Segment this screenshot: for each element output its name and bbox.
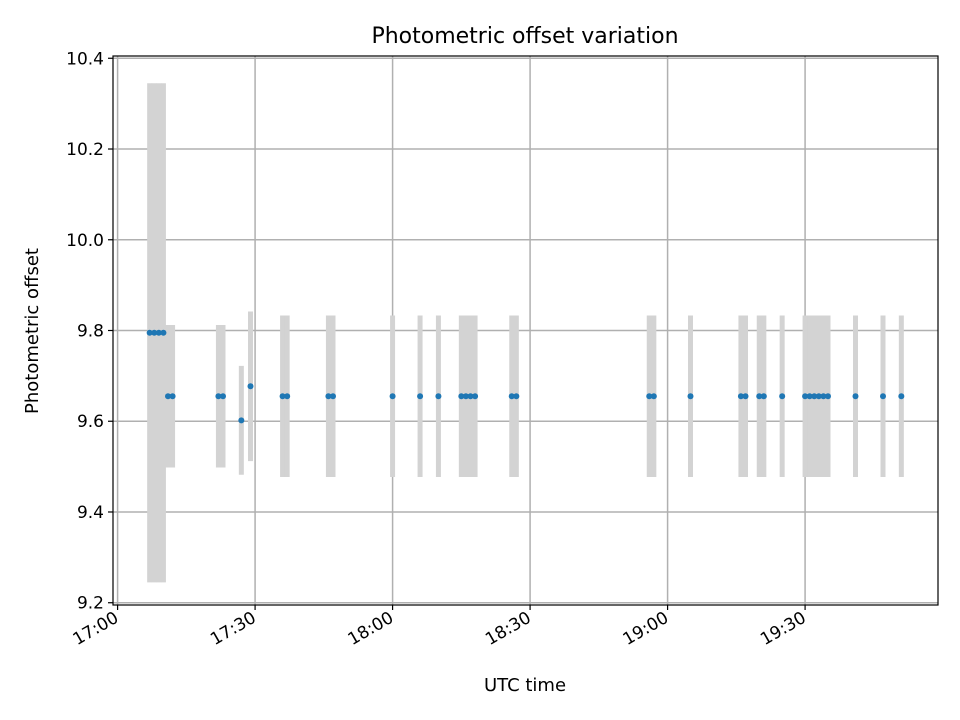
data-point [650, 393, 657, 400]
data-point [389, 393, 396, 400]
data-point [435, 393, 442, 400]
data-point [825, 393, 831, 400]
data-point [417, 393, 424, 400]
data-point [742, 393, 749, 400]
y-tick-label: 10.2 [66, 140, 104, 160]
data-point [756, 393, 763, 400]
data-point [811, 393, 818, 400]
data-points [146, 329, 905, 424]
y-tick-label: 10.0 [66, 231, 104, 251]
data-point [513, 393, 520, 400]
data-point [462, 393, 469, 400]
y-axis-label: Photometric offset [22, 248, 43, 414]
data-point [284, 393, 291, 400]
y-axis-ticks: 9.2 9.4 9.6 9.8 10.0 10.2 10.4 [66, 49, 113, 614]
data-point [151, 329, 158, 336]
y-tick-label: 9.8 [77, 322, 104, 342]
data-point [820, 393, 827, 400]
data-point [737, 393, 744, 400]
data-point [458, 393, 465, 400]
chart-title: Photometric offset variation [371, 24, 678, 49]
data-point [880, 393, 886, 400]
data-point [220, 393, 226, 400]
y-tick-label: 10.4 [66, 49, 104, 69]
data-point [146, 329, 153, 336]
data-point [165, 393, 171, 400]
data-point [472, 393, 479, 400]
data-point [898, 393, 905, 400]
data-point [325, 393, 332, 400]
data-point [160, 329, 167, 336]
data-point [238, 417, 245, 424]
y-tick-label: 9.2 [77, 594, 104, 614]
data-point [215, 393, 222, 400]
data-point [815, 393, 822, 400]
data-point [247, 383, 254, 390]
data-point [508, 393, 515, 400]
data-point [155, 329, 162, 336]
y-tick-label: 9.6 [77, 412, 104, 432]
data-point [279, 393, 286, 400]
y-tick-label: 9.4 [77, 503, 104, 523]
data-point [687, 393, 694, 400]
data-point [467, 393, 474, 400]
data-point [852, 393, 859, 400]
data-point [169, 393, 176, 400]
data-point [646, 393, 653, 400]
data-point [806, 393, 813, 400]
data-point [330, 393, 336, 400]
data-point [802, 393, 809, 400]
data-point [760, 393, 767, 400]
data-point [779, 393, 786, 400]
x-axis-label: UTC time [484, 675, 566, 696]
